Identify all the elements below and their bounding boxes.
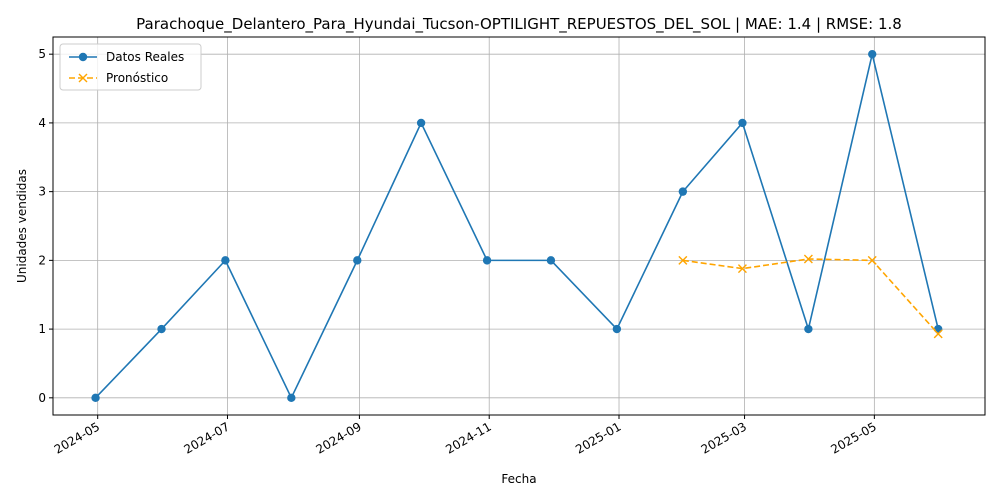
series-group bbox=[91, 49, 943, 403]
data-point-stroke bbox=[737, 264, 747, 274]
data-point bbox=[91, 393, 100, 403]
y-axis: 0 1 2 3 4 5 bbox=[38, 47, 53, 405]
y-tick-label: 5 bbox=[38, 47, 46, 61]
data-point bbox=[157, 324, 166, 334]
data-point bbox=[546, 256, 556, 265]
data-point bbox=[612, 324, 622, 334]
y-axis-label: Unidades vendidas bbox=[15, 169, 29, 283]
data-point bbox=[416, 118, 426, 128]
data-point bbox=[867, 255, 877, 265]
data-point bbox=[678, 255, 688, 265]
data-point-stroke bbox=[867, 255, 877, 265]
legend-marker bbox=[78, 52, 88, 62]
data-point bbox=[804, 324, 813, 334]
data-point bbox=[737, 264, 747, 274]
data-point-stroke bbox=[803, 254, 813, 264]
data-point bbox=[353, 256, 362, 265]
data-point bbox=[868, 49, 877, 59]
y-tick-label: 4 bbox=[38, 116, 46, 130]
data-point-stroke bbox=[678, 255, 688, 265]
data-point bbox=[678, 187, 688, 196]
series-forecast bbox=[678, 254, 943, 339]
data-point bbox=[221, 256, 230, 265]
legend-marker bbox=[78, 73, 88, 83]
series-actual bbox=[91, 49, 943, 403]
data-point bbox=[933, 329, 943, 339]
data-point bbox=[738, 118, 747, 128]
data-point bbox=[933, 324, 943, 334]
data-point bbox=[482, 256, 492, 265]
x-axis-label: Fecha bbox=[501, 472, 536, 486]
plot-frame bbox=[52, 36, 986, 416]
series-line bbox=[94, 53, 939, 399]
legend: Datos Reales Pronóstico bbox=[59, 43, 202, 91]
legend-label: Pronóstico bbox=[106, 71, 168, 85]
y-tick-label: 1 bbox=[38, 322, 46, 336]
legend-label: Datos Reales bbox=[106, 50, 184, 64]
y-tick-label: 3 bbox=[38, 185, 46, 199]
legend-marker-stroke bbox=[78, 73, 88, 83]
data-point bbox=[803, 254, 813, 264]
legend-box bbox=[59, 43, 202, 91]
chart-title: Parachoque_Delantero_Para_Hyundai_Tucson… bbox=[136, 15, 902, 34]
data-point-stroke bbox=[933, 329, 943, 339]
y-tick-label: 2 bbox=[38, 253, 46, 267]
y-tick-label: 0 bbox=[38, 391, 46, 405]
data-point bbox=[287, 393, 296, 403]
